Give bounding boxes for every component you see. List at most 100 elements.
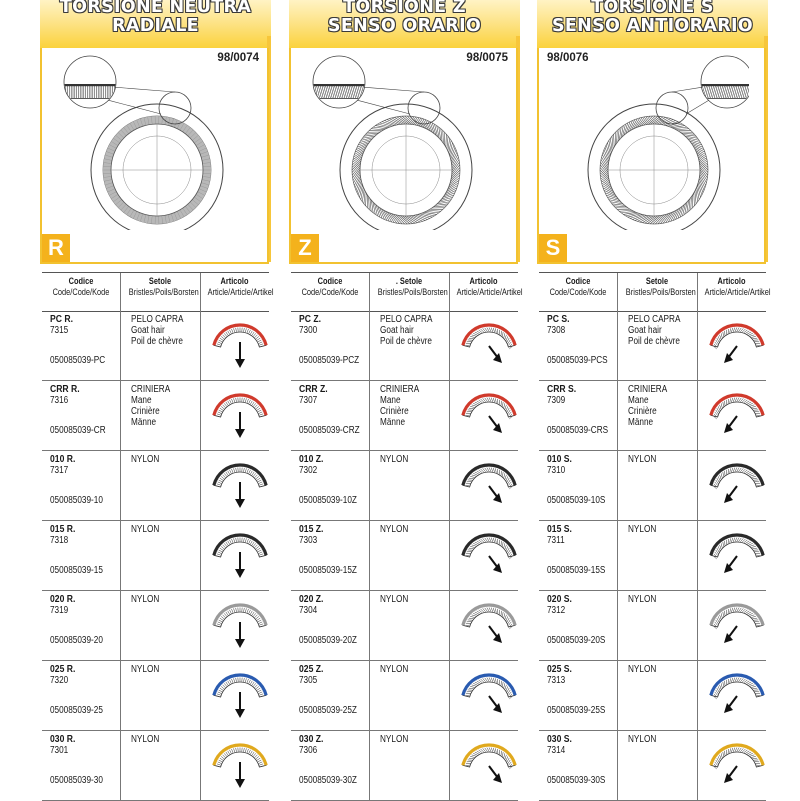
column-divider — [200, 660, 201, 730]
arrow-down-icon — [235, 639, 245, 648]
brush-segment-icon — [210, 602, 270, 652]
column-divider — [697, 590, 698, 660]
column-divider — [120, 273, 121, 311]
column-divider — [120, 730, 121, 800]
twist-letter-badge: Z — [291, 234, 319, 262]
header-code-title: Codice — [69, 276, 94, 287]
bristle-line: NYLON — [628, 594, 656, 605]
bristle-description: NYLON — [131, 594, 159, 605]
column-divider — [697, 310, 698, 380]
bristle-line: NYLON — [131, 454, 159, 465]
product-number: 7311 — [547, 535, 565, 546]
column-divider — [200, 450, 201, 520]
table-header-row: Codice Code/Code/Kode Setole Bristles/Po… — [539, 272, 766, 312]
column-divider — [369, 310, 370, 380]
bristle-description: NYLON — [380, 734, 408, 745]
header-article-title: Articolo — [717, 276, 745, 287]
product-code: 050085039-25S — [547, 705, 605, 716]
section-title-line-1: TORSIONE Z — [289, 0, 520, 17]
column-divider — [120, 660, 121, 730]
column-divider — [200, 520, 201, 590]
brush-segment-icon — [707, 322, 767, 372]
bristle-line: PELO CAPRA — [380, 314, 432, 325]
leader-line — [115, 87, 175, 92]
catalog-column-z-twist: TORSIONE Z SENSO ORARIO 98/0075 Z Codice… — [289, 0, 520, 800]
column-divider — [697, 450, 698, 520]
segment-outline — [711, 465, 763, 487]
detail-edge — [64, 84, 116, 86]
column-divider — [200, 310, 201, 380]
bristle-line: Mane — [380, 395, 419, 406]
product-code: 050085039-10S — [547, 495, 605, 506]
column-divider — [449, 450, 450, 520]
arrow-down-icon — [235, 779, 245, 788]
product-name: 025 R. — [50, 664, 75, 675]
header-bristles-title: . Setole — [396, 276, 422, 287]
bristle-line: Crinière — [380, 406, 419, 417]
header-bristles: . Setole Bristles/Poils/Borsten — [378, 276, 440, 298]
bristle-line: NYLON — [628, 454, 656, 465]
bristle-line: NYLON — [628, 664, 656, 675]
header-bristles-title: Setole — [149, 276, 171, 287]
bristle-line: CRINIERA — [380, 384, 419, 395]
product-name: 010 Z. — [299, 454, 323, 465]
column-divider — [697, 380, 698, 450]
arrow-down-icon — [235, 499, 245, 508]
bristle-line: PELO CAPRA — [131, 314, 183, 325]
bristle-line: Poil de chèvre — [131, 336, 183, 347]
brush-segment-icon — [459, 322, 519, 372]
segment-outline — [463, 605, 515, 627]
column-divider — [449, 730, 450, 800]
brush-cross-section-diagram — [559, 50, 749, 230]
segment-outline — [463, 745, 515, 767]
product-number: 7315 — [50, 325, 68, 336]
detail-edge — [313, 84, 365, 86]
header-bristles-sub: Bristles/Poils/Borsten — [378, 287, 448, 298]
column-divider — [120, 380, 121, 450]
bristle-description: NYLON — [628, 454, 656, 465]
bristle-line: NYLON — [628, 734, 656, 745]
product-number: 7307 — [299, 395, 317, 406]
product-number: 7318 — [50, 535, 68, 546]
detail-edge — [701, 84, 749, 86]
column-divider — [697, 273, 698, 311]
segment-outline — [463, 395, 515, 417]
product-number: 7320 — [50, 675, 68, 686]
header-bristles: Setole Bristles/Poils/Borsten — [626, 276, 688, 298]
bristle-line: NYLON — [131, 664, 159, 675]
bristle-line: NYLON — [380, 454, 408, 465]
product-code: 050085039-PCS — [547, 355, 608, 366]
product-code: 050085039-20Z — [299, 635, 357, 646]
column-divider — [369, 273, 370, 311]
brush-segment-icon — [707, 602, 767, 652]
product-code: 050085039-CR — [50, 425, 106, 436]
segment-outline — [463, 325, 515, 347]
product-code: 050085039-10Z — [299, 495, 357, 506]
product-code: 050085039-15S — [547, 565, 605, 576]
section-title: TORSIONE S SENSO ANTIORARIO — [537, 0, 768, 36]
column-divider — [617, 520, 618, 590]
brush-segment-icon — [459, 602, 519, 652]
brush-segment-icon — [707, 392, 767, 442]
product-number: 7316 — [50, 395, 68, 406]
product-number: 7309 — [547, 395, 565, 406]
column-divider — [369, 730, 370, 800]
brush-segment-icon — [210, 672, 270, 722]
bristle-line: PELO CAPRA — [628, 314, 680, 325]
brush-segment-icon — [210, 462, 270, 512]
header-code-sub: Code/Code/Kode — [550, 287, 607, 298]
column-divider — [697, 660, 698, 730]
column-divider — [697, 520, 698, 590]
column-divider — [200, 590, 201, 660]
product-table: Codice Code/Code/Kode Setole Bristles/Po… — [42, 272, 269, 800]
column-divider — [369, 520, 370, 590]
bristle-description: NYLON — [131, 454, 159, 465]
